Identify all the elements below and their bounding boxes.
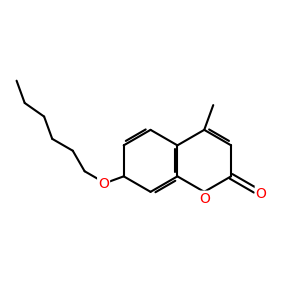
Text: O: O [98, 177, 109, 191]
Text: O: O [199, 192, 210, 206]
Text: O: O [256, 187, 267, 201]
